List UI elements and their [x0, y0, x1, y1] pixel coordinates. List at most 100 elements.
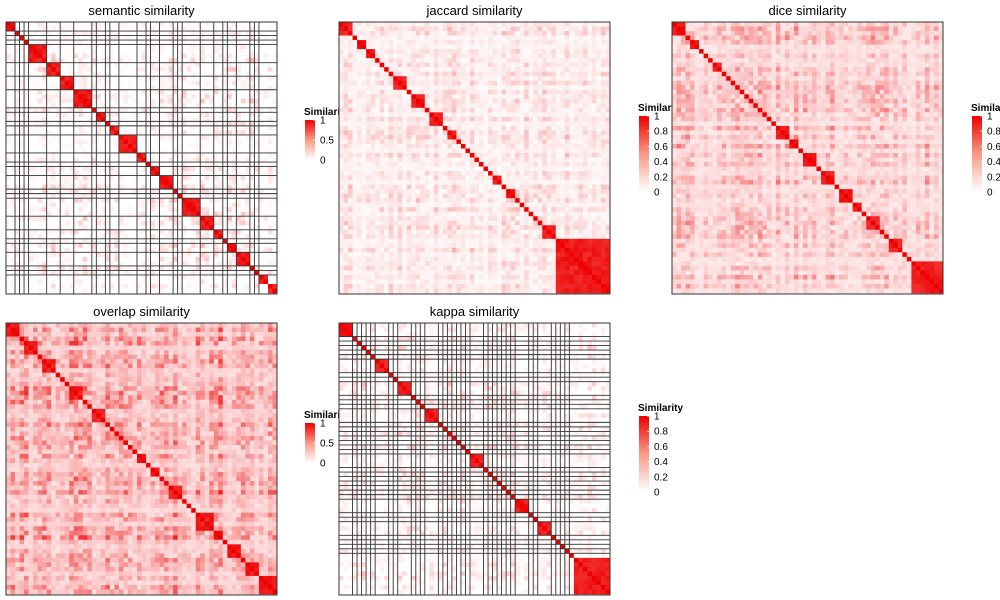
heatmap-cell [254, 216, 260, 222]
heatmap-cell [272, 171, 278, 176]
heatmap-cell [258, 225, 264, 231]
heatmap-cell [222, 256, 228, 262]
heatmap-cell [78, 157, 84, 163]
heatmap-cell [177, 139, 183, 145]
heatmap-cell [267, 53, 273, 59]
heatmap-cell [173, 134, 178, 140]
heatmap-cell [105, 229, 111, 235]
heatmap-cell [204, 171, 210, 176]
heatmap-cell [155, 256, 160, 262]
heatmap-cell [254, 256, 260, 262]
heatmap-cell [424, 121, 430, 127]
heatmap-cell [492, 116, 498, 122]
heatmap-cell [51, 94, 57, 100]
heatmap-cell [46, 211, 52, 217]
heatmap-cell [366, 107, 371, 113]
heatmap-cell [109, 94, 115, 100]
heatmap-cell [397, 171, 403, 176]
heatmap-cell [231, 35, 237, 41]
heatmap-cell [420, 148, 426, 154]
heatmap-cell [249, 166, 255, 172]
heatmap-cell [114, 139, 120, 145]
heatmap-cell [379, 180, 385, 185]
heatmap-cell [91, 121, 97, 127]
heatmap-cell [267, 256, 273, 262]
heatmap-cell [100, 103, 106, 109]
heatmap-cell [218, 171, 224, 176]
heatmap-cell [55, 98, 61, 104]
heatmap-cell [272, 62, 278, 68]
heatmap-cell [460, 76, 466, 82]
heatmap-cell [82, 35, 88, 41]
heatmap-cell [245, 40, 251, 45]
heatmap-cell [415, 35, 421, 41]
heatmap-cell [200, 166, 206, 172]
heatmap-cell [339, 171, 344, 176]
heatmap-cell [263, 252, 269, 258]
heatmap-cell [254, 134, 260, 140]
heatmap-cell [227, 121, 233, 127]
heatmap-cell [55, 175, 61, 181]
heatmap-cell [60, 85, 66, 91]
heatmap-cell [236, 22, 242, 27]
heatmap-cell [240, 220, 246, 226]
heatmap-cell [132, 189, 138, 194]
heatmap-cell [339, 31, 344, 36]
heatmap-cell [96, 107, 102, 113]
heatmap-cell [186, 238, 192, 244]
heatmap-cell [249, 252, 255, 258]
heatmap-cell [249, 256, 255, 262]
heatmap-cell [100, 26, 106, 32]
heatmap-cell [263, 166, 269, 172]
heatmap-cell [231, 67, 237, 73]
heatmap-cell [501, 80, 507, 86]
heatmap-cell [28, 76, 34, 82]
heatmap-cell [118, 134, 124, 140]
heatmap-cell [456, 143, 462, 149]
heatmap-cell [64, 89, 70, 95]
heatmap-cell [370, 89, 376, 95]
heatmap-cell [420, 116, 426, 122]
heatmap-cell [173, 162, 178, 167]
heatmap-cell [429, 134, 435, 140]
heatmap-cell [357, 175, 362, 181]
heatmap-cell [429, 98, 435, 104]
heatmap-cell [37, 238, 43, 244]
heatmap-cell [352, 184, 358, 190]
heatmap-cell [155, 193, 160, 199]
heatmap-cell [159, 53, 165, 59]
heatmap-cell [123, 279, 129, 285]
heatmap-cell [69, 220, 75, 226]
heatmap-cell [132, 175, 138, 181]
heatmap-cell [51, 26, 57, 32]
heatmap-cell [415, 112, 421, 118]
heatmap-cell [105, 279, 111, 285]
heatmap-cell [132, 234, 138, 240]
heatmap-cell [492, 148, 498, 154]
heatmap-cell [497, 112, 502, 118]
heatmap-cell [141, 143, 147, 149]
heatmap-cell [150, 130, 156, 136]
heatmap-cell [159, 171, 165, 176]
heatmap-cell [204, 261, 210, 267]
heatmap-cell [258, 265, 264, 271]
heatmap-cell [236, 35, 242, 41]
heatmap-cell [406, 134, 412, 140]
heatmap-cell [415, 143, 421, 149]
heatmap-cell [177, 94, 183, 100]
heatmap-cell [146, 143, 151, 149]
heatmap-cell [37, 265, 43, 271]
heatmap-cell [213, 134, 219, 140]
heatmap-cell [118, 252, 124, 258]
heatmap-cell [82, 252, 88, 258]
heatmap-cell [213, 243, 219, 249]
heatmap-cell [218, 134, 224, 140]
heatmap-cell [82, 89, 88, 95]
heatmap-cell [222, 162, 228, 167]
heatmap-cell [213, 261, 219, 267]
heatmap-cell [456, 85, 462, 91]
heatmap-cell [361, 62, 367, 68]
heatmap-cell [173, 225, 178, 231]
heatmap-cell [393, 166, 399, 172]
heatmap-cell [146, 67, 151, 73]
